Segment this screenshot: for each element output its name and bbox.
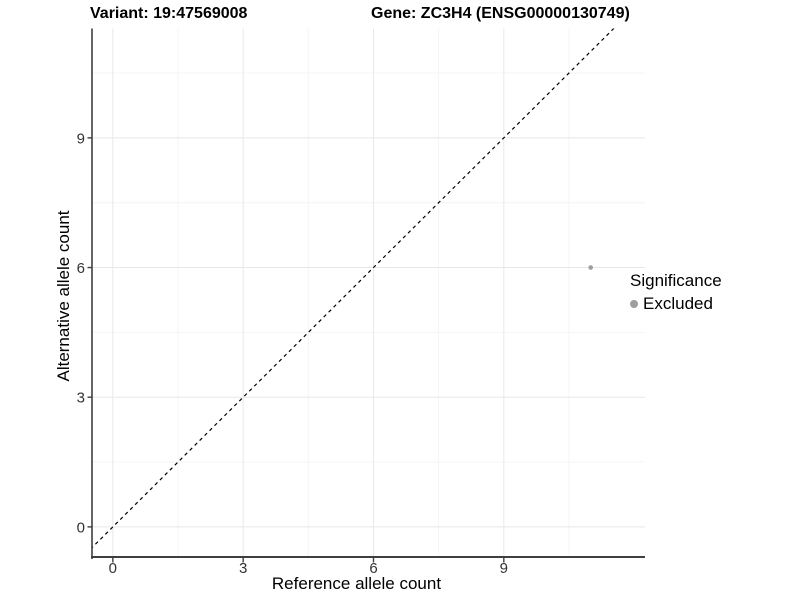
x-tick-label: 9	[500, 560, 508, 577]
legend-item-label: Excluded	[643, 294, 713, 313]
legend-item-excluded: Excluded	[630, 294, 722, 313]
legend-point-icon	[630, 299, 638, 308]
legend-title: Significance	[630, 271, 722, 290]
legend: Significance Excluded	[630, 271, 722, 313]
gene-title: Gene: ZC3H4 (ENSG00000130749)	[371, 5, 630, 22]
x-tick-label: 0	[109, 560, 117, 577]
y-axis-title: Alternative allele count	[54, 210, 73, 382]
data-point	[588, 265, 593, 270]
x-axis-title: Reference allele count	[271, 574, 442, 593]
x-tick-label: 3	[239, 560, 247, 577]
variant-title: Variant: 19:47569008	[90, 5, 248, 22]
y-tick-label: 3	[77, 390, 85, 407]
y-tick-label: 0	[77, 519, 85, 536]
y-tick-label: 6	[77, 260, 85, 277]
identity-line	[92, 28, 615, 549]
y-tick-label: 9	[77, 130, 85, 147]
x-tick-label: 6	[369, 560, 377, 577]
